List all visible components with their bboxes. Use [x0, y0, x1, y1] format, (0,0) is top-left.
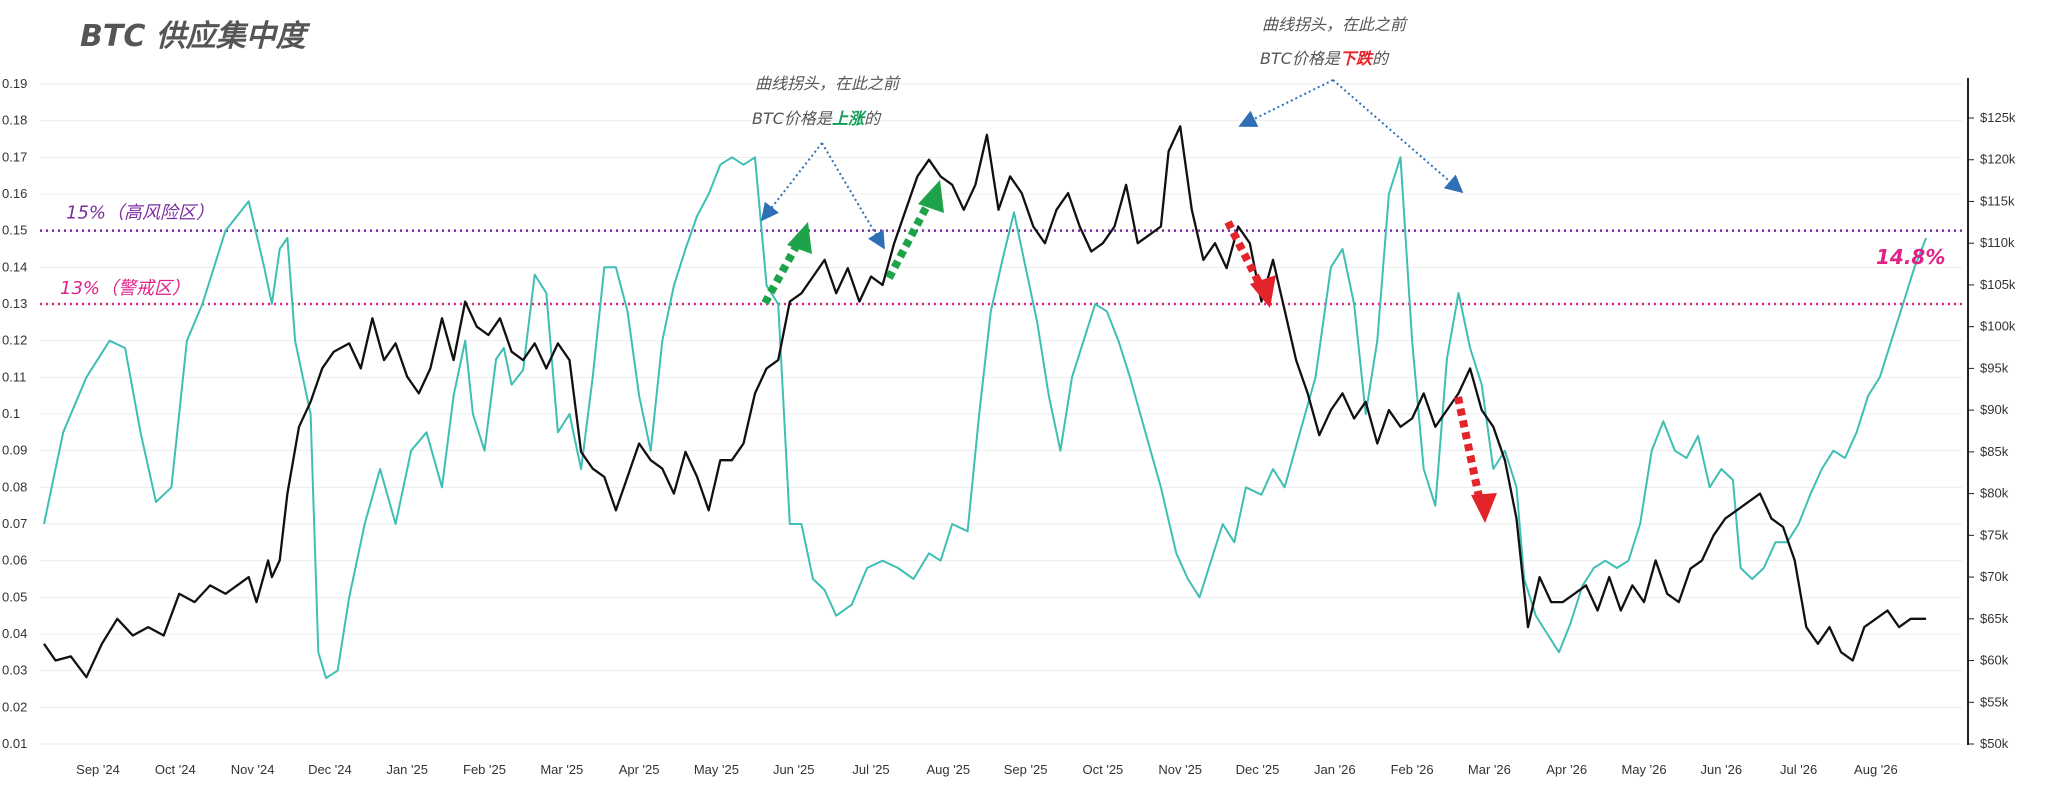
down-trend-arrow-1-head	[1250, 275, 1276, 308]
x-tick-label: Jun '26	[1701, 762, 1743, 777]
x-tick-label: Oct '25	[1083, 762, 1124, 777]
y-right-tick-label: $80k	[1980, 486, 2009, 501]
y-left-tick-label: 0.19	[2, 76, 27, 91]
y-left-tick-label: 0.05	[2, 589, 27, 604]
x-tick-label: Jul '26	[1780, 762, 1817, 777]
y-left-tick-label: 0.18	[2, 113, 27, 128]
y-right-tick-label: $90k	[1980, 402, 2009, 417]
y-right-tick-label: $55k	[1980, 694, 2009, 709]
x-tick-label: Nov '25	[1158, 762, 1202, 777]
y-left-tick-label: 0.01	[2, 736, 27, 751]
x-tick-label: Nov '24	[231, 762, 275, 777]
y-right-tick-label: $125k	[1980, 110, 2016, 125]
up-annotation-line1: 曲线拐头，在此之前	[755, 74, 901, 93]
y-axis-right-ticks: $50k $55k $60k $65k $70k $75k $80k $85k $90k $95k…	[1968, 110, 2016, 751]
x-tick-label: Aug '25	[926, 762, 970, 777]
y-left-tick-label: 0.14	[2, 259, 27, 274]
up-annotation-arrow-right	[821, 142, 885, 250]
up-annotation-line2: BTC价格是上涨的	[752, 109, 882, 128]
y-left-tick-label: 0.09	[2, 443, 27, 458]
up-annotation-prefix: BTC价格是	[752, 109, 833, 128]
down-annotation: 曲线拐头，在此之前 BTC价格是下跌的	[1238, 15, 1464, 194]
x-tick-label: Mar '25	[540, 762, 583, 777]
y-right-tick-label: $75k	[1980, 527, 2009, 542]
threshold-13-label: 13%（警戒区）	[60, 278, 190, 299]
y-right-tick-label: $95k	[1980, 360, 2009, 375]
y-right-tick-label: $50k	[1980, 736, 2009, 751]
x-tick-label: Jan '26	[1314, 762, 1356, 777]
x-tick-label: May '26	[1621, 762, 1666, 777]
y-right-tick-label: $60k	[1980, 653, 2009, 668]
y-right-tick-label: $115k	[1980, 193, 2015, 208]
y-left-tick-label: 0.08	[2, 479, 27, 494]
down-annotation-suffix: 的	[1372, 49, 1390, 68]
y-left-tick-label: 0.13	[2, 296, 27, 311]
y-left-tick-label: 0.1	[2, 406, 20, 421]
y-right-tick-label: $65k	[1980, 611, 2009, 626]
x-tick-label: Oct '24	[155, 762, 196, 777]
down-annotation-arrow-right	[1332, 79, 1464, 194]
x-tick-label: Jul '25	[852, 762, 889, 777]
y-left-tick-label: 0.03	[2, 663, 27, 678]
x-axis-ticks: Sep '24 Oct '24 Nov '24 Dec '24 Jan '25 Feb '…	[76, 762, 1898, 777]
up-annotation: 曲线拐头，在此之前 BTC价格是上涨的	[752, 74, 901, 250]
trend-arrows	[761, 180, 1497, 523]
grid-lines	[40, 83, 1962, 745]
y-right-tick-label: $100k	[1980, 319, 2016, 334]
x-tick-label: Sep '25	[1004, 762, 1048, 777]
y-right-tick-label: $120k	[1980, 152, 2016, 167]
current-value-label: 14.8%	[1876, 245, 1945, 269]
y-left-tick-label: 0.06	[2, 553, 27, 568]
y-left-tick-label: 0.17	[2, 149, 27, 164]
y-right-tick-label: $110k	[1980, 235, 2015, 250]
y-left-tick-label: 0.12	[2, 333, 27, 348]
supply-concentration-series	[43, 156, 1928, 679]
down-annotation-line2: BTC价格是下跌的	[1260, 49, 1390, 68]
down-annotation-line1: 曲线拐头，在此之前	[1262, 15, 1408, 34]
x-tick-label: Jan '25	[386, 762, 428, 777]
down-trend-arrow-2-head	[1471, 493, 1497, 523]
x-tick-label: Jun '25	[773, 762, 815, 777]
chart-title: BTC 供应集中度	[80, 19, 311, 54]
x-tick-label: Dec '25	[1236, 762, 1280, 777]
threshold-15-label: 15%（高风险区）	[66, 203, 214, 224]
x-tick-label: Sep '24	[76, 762, 120, 777]
x-tick-label: May '25	[694, 762, 739, 777]
up-trend-arrow-2	[885, 200, 933, 280]
x-tick-label: Feb '25	[463, 762, 506, 777]
x-tick-label: Apr '25	[619, 762, 660, 777]
down-trend-arrow-1	[1224, 220, 1264, 287]
y-left-tick-label: 0.15	[2, 223, 27, 238]
y-axis-left-ticks: 0.01 0.02 0.03 0.04 0.05 0.06 0.07 0.08 0.09 0.1 0…	[2, 76, 27, 751]
y-right-tick-label: $105k	[1980, 277, 2016, 292]
up-trend-arrow-1-head	[787, 222, 812, 254]
x-tick-label: Dec '24	[308, 762, 352, 777]
down-annotation-arrow-left	[1238, 79, 1334, 127]
up-trend-arrow-2-head	[918, 180, 944, 213]
y-left-tick-label: 0.07	[2, 516, 27, 531]
y-right-tick-label: $85k	[1980, 444, 2009, 459]
up-annotation-strong: 上涨	[832, 109, 867, 128]
x-tick-label: Mar '26	[1468, 762, 1511, 777]
up-annotation-arrow-left	[760, 142, 823, 222]
x-tick-label: Aug '26	[1854, 762, 1898, 777]
up-trend-arrow-1	[761, 241, 802, 305]
btc-price-series	[43, 125, 1927, 679]
y-left-tick-label: 0.02	[2, 699, 27, 714]
x-tick-label: Feb '26	[1391, 762, 1434, 777]
y-left-tick-label: 0.11	[2, 369, 26, 384]
down-annotation-prefix: BTC价格是	[1260, 49, 1341, 68]
y-right-tick-label: $70k	[1980, 569, 2009, 584]
y-left-tick-label: 0.04	[2, 626, 27, 641]
y-left-tick-label: 0.16	[2, 186, 27, 201]
up-annotation-suffix: 的	[864, 109, 882, 128]
down-trend-arrow-2	[1454, 396, 1483, 498]
x-tick-label: Apr '26	[1546, 762, 1587, 777]
down-annotation-strong: 下跌	[1340, 49, 1374, 68]
